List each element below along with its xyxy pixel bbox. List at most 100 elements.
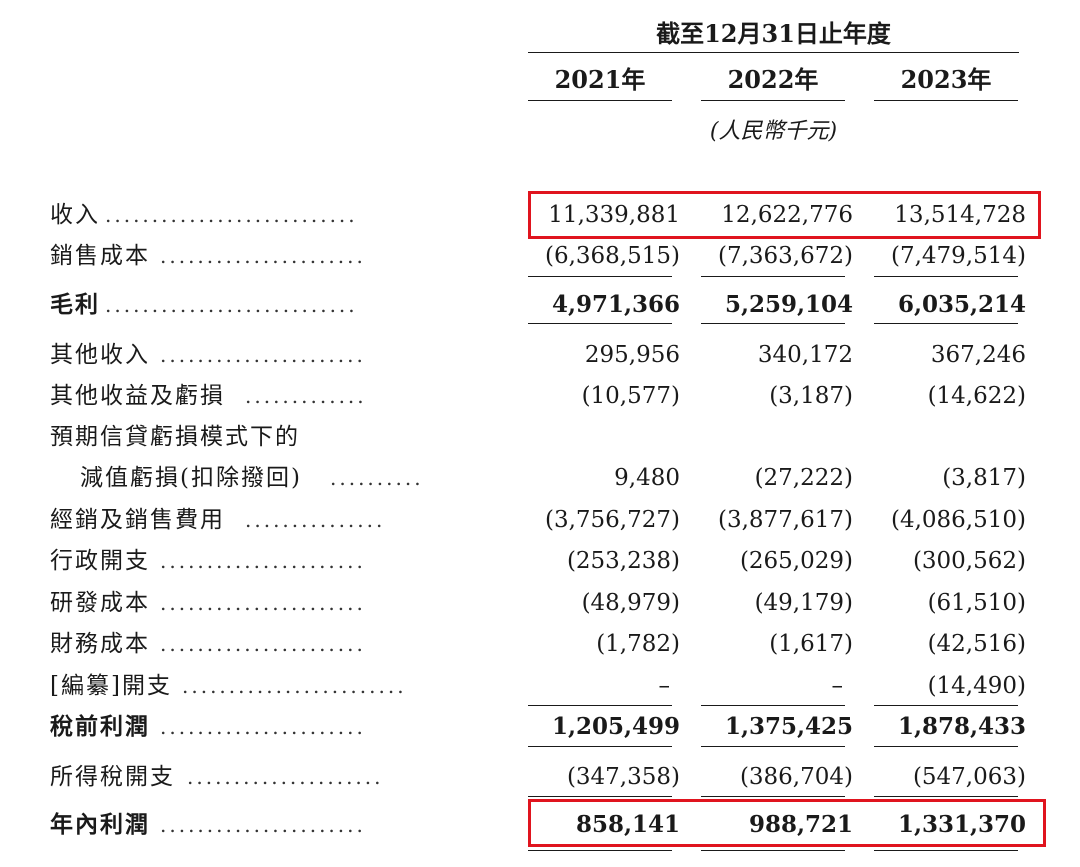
dot-leader: ........................ bbox=[182, 674, 407, 698]
dot-leader: ...................... bbox=[160, 549, 366, 573]
row-label: [編纂]開支 bbox=[50, 673, 172, 699]
value-2021: (347,358) bbox=[566, 764, 680, 790]
dot-leader: ...................... bbox=[160, 632, 366, 656]
dot-leader: ........................... bbox=[105, 293, 358, 317]
row-label: 銷售成本 bbox=[50, 243, 150, 269]
dot-leader: ..................... bbox=[187, 765, 384, 789]
year-header-2021: 2021年 bbox=[554, 65, 646, 94]
value-2021: 295,956 bbox=[584, 342, 680, 368]
value-2022: 988,721 bbox=[748, 811, 853, 838]
subtotal-rule-2021 bbox=[528, 276, 672, 277]
subtotal-rule-2022 bbox=[701, 705, 845, 706]
row-label: 稅前利潤 bbox=[50, 713, 150, 740]
value-2022: (386,704) bbox=[739, 764, 853, 790]
value-2023: (61,510) bbox=[927, 590, 1026, 616]
value-2023: (7,479,514) bbox=[890, 243, 1026, 269]
subtotal-rule-2023 bbox=[874, 746, 1018, 747]
value-2023: (300,562) bbox=[912, 548, 1026, 574]
value-2022: 340,172 bbox=[757, 342, 853, 368]
value-2022: (7,363,672) bbox=[717, 243, 853, 269]
dot-leader: ............. bbox=[245, 384, 367, 408]
row-label: 所得稅開支 bbox=[50, 764, 175, 790]
unit-label: (人民幣千元) bbox=[709, 119, 838, 144]
value-2021: 4,971,366 bbox=[551, 291, 680, 318]
period-rule bbox=[528, 52, 1019, 53]
value-2023: 6,035,214 bbox=[897, 291, 1026, 318]
value-2021: (253,238) bbox=[566, 548, 680, 574]
subtotal-rule-2022 bbox=[701, 276, 845, 277]
value-2023: 367,246 bbox=[930, 342, 1026, 368]
row-other-income: 其他收入 ...................... 295,956 340,… bbox=[0, 335, 1080, 375]
subtotal-rule-2023 bbox=[874, 276, 1018, 277]
value-2021: (48,979) bbox=[581, 590, 680, 616]
value-2023: (4,086,510) bbox=[890, 507, 1026, 533]
subtotal-rule-2021 bbox=[528, 796, 672, 797]
dot-leader: .......... bbox=[330, 466, 424, 490]
value-2021: (3,756,727) bbox=[544, 507, 680, 533]
value-2021: 1,205,499 bbox=[551, 713, 680, 740]
row-label: 其他收益及虧損 bbox=[50, 383, 225, 409]
row-label: 年內利潤 bbox=[50, 811, 150, 838]
value-2022: 5,259,104 bbox=[724, 291, 853, 318]
dot-leader: ...................... bbox=[160, 244, 366, 268]
revenue-highlight-box bbox=[528, 191, 1041, 239]
value-2022: (3,187) bbox=[769, 383, 853, 409]
value-2023: 1,331,370 bbox=[897, 811, 1026, 838]
row-cost-of-sales: 銷售成本 ...................... (6,368,515) … bbox=[0, 236, 1080, 276]
row-profit-before-tax: 稅前利潤 ...................... 1,205,499 1,… bbox=[0, 707, 1080, 747]
value-2022: 12,622,776 bbox=[721, 202, 853, 228]
row-impairment-losses: 減值虧損(扣除撥回) .......... 9,480 (27,222) (3,… bbox=[0, 458, 1080, 498]
subtotal-rule-2023 bbox=[874, 705, 1018, 706]
row-finance-costs: 財務成本 ...................... (1,782) (1,6… bbox=[0, 624, 1080, 664]
row-label: 預期信貸虧損模式下的 bbox=[50, 424, 300, 450]
value-2021: 11,339,881 bbox=[548, 202, 680, 228]
row-distribution-selling: 經銷及銷售費用 ............... (3,756,727) (3,8… bbox=[0, 500, 1080, 540]
value-2021: (6,368,515) bbox=[544, 243, 680, 269]
dot-leader: ...................... bbox=[160, 591, 366, 615]
subtotal-rule-2022 bbox=[701, 746, 845, 747]
value-2022: (1,617) bbox=[769, 631, 853, 657]
value-2021: 9,480 bbox=[614, 465, 680, 491]
subtotal-rule-2022 bbox=[701, 323, 845, 324]
value-2022: (27,222) bbox=[754, 465, 853, 491]
subtotal-rule-2021 bbox=[528, 705, 672, 706]
row-administrative: 行政開支 ...................... (253,238) (2… bbox=[0, 541, 1080, 581]
row-label: 減值虧損(扣除撥回) bbox=[80, 465, 302, 491]
year-rule-2021 bbox=[528, 100, 672, 101]
subtotal-rule-2023 bbox=[874, 323, 1018, 324]
dot-leader: ...................... bbox=[160, 343, 366, 367]
value-2022: (49,179) bbox=[754, 590, 853, 616]
value-2021: – bbox=[658, 673, 671, 699]
value-2023: 13,514,728 bbox=[894, 202, 1026, 228]
row-redacted-expenses: [編纂]開支 ........................ – – (14,… bbox=[0, 666, 1080, 706]
year-rule-2022 bbox=[701, 100, 845, 101]
value-2022: – bbox=[831, 673, 844, 699]
row-other-gains-losses: 其他收益及虧損 ............. (10,577) (3,187) (… bbox=[0, 376, 1080, 416]
row-label: 毛利 bbox=[50, 291, 100, 318]
dot-leader: ........................... bbox=[105, 203, 358, 227]
value-2021: (10,577) bbox=[581, 383, 680, 409]
year-header-2022: 2022年 bbox=[727, 65, 819, 94]
row-label: 財務成本 bbox=[50, 631, 150, 657]
value-2023: (3,817) bbox=[942, 465, 1026, 491]
subtotal-rule-2021 bbox=[528, 323, 672, 324]
value-2023: (42,516) bbox=[927, 631, 1026, 657]
dot-leader: ...................... bbox=[160, 813, 366, 837]
value-2023: (14,490) bbox=[927, 673, 1026, 699]
row-profit-for-year: 年內利潤 ...................... 858,141 988,… bbox=[0, 805, 1080, 845]
row-income-tax: 所得稅開支 ..................... (347,358) (3… bbox=[0, 757, 1080, 797]
profit-highlight-box bbox=[528, 799, 1046, 847]
value-2023: 1,878,433 bbox=[897, 713, 1026, 740]
value-2023: (14,622) bbox=[927, 383, 1026, 409]
row-label: 行政開支 bbox=[50, 548, 150, 574]
value-2023: (547,063) bbox=[912, 764, 1026, 790]
row-revenue: 收入 ........................... 11,339,88… bbox=[0, 195, 1080, 235]
row-ecl-heading: 預期信貸虧損模式下的 bbox=[0, 417, 1080, 457]
year-header-2023: 2023年 bbox=[900, 65, 992, 94]
year-rule-2023 bbox=[874, 100, 1018, 101]
value-2021: (1,782) bbox=[596, 631, 680, 657]
row-gross-profit: 毛利 ........................... 4,971,366… bbox=[0, 285, 1080, 325]
dot-leader: ............... bbox=[245, 508, 386, 532]
row-label: 研發成本 bbox=[50, 590, 150, 616]
